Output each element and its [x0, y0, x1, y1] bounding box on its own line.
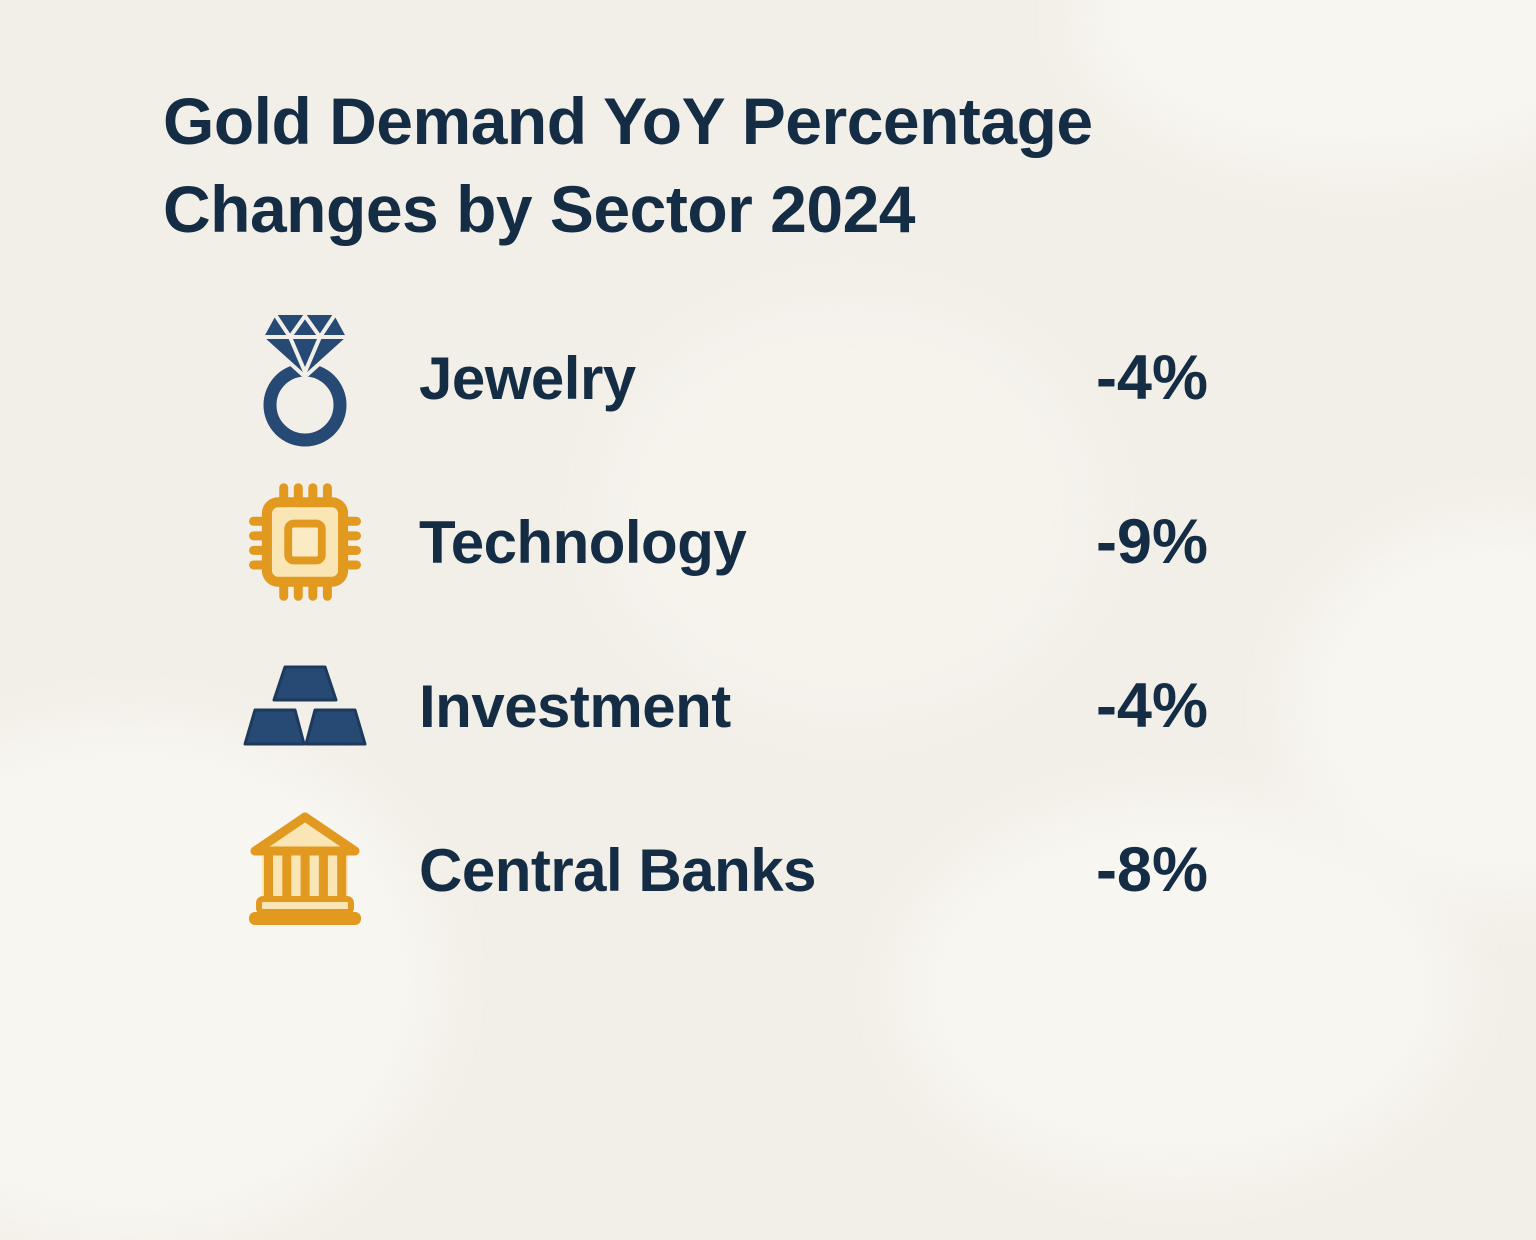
- list-item-investment: Investment -4%: [240, 624, 1208, 788]
- chip-icon: [240, 483, 370, 601]
- sector-value: -4%: [1095, 671, 1208, 741]
- list-item-jewelry: Jewelry -4%: [240, 296, 1208, 460]
- sector-label: Jewelry: [419, 344, 636, 412]
- sector-label: Technology: [419, 508, 747, 576]
- sector-label: Investment: [419, 672, 731, 740]
- sector-value: -4%: [1095, 343, 1208, 413]
- background-blob: [600, 300, 1100, 720]
- sector-value: -9%: [1095, 507, 1208, 577]
- ring-icon: [240, 310, 370, 447]
- sector-label: Central Banks: [419, 836, 816, 904]
- bank-icon: [240, 811, 370, 929]
- sector-value: -8%: [1095, 835, 1208, 905]
- list-item-central-banks: Central Banks -8%: [240, 788, 1208, 952]
- page-title: Gold Demand YoY Percentage Changes by Se…: [163, 84, 1093, 246]
- list-item-technology: Technology -9%: [240, 460, 1208, 624]
- gold-bars-icon: [240, 664, 370, 748]
- sector-list: Jewelry -4%: [240, 296, 1208, 952]
